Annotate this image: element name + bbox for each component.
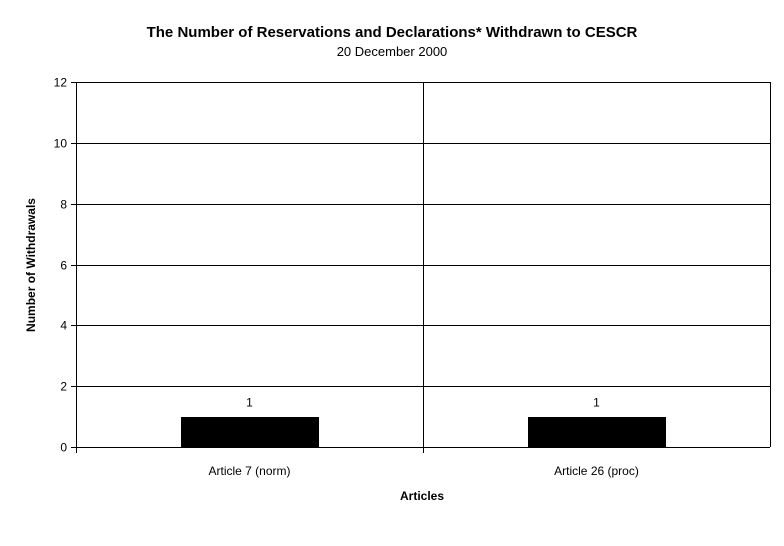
y-tick-label: 10 (54, 137, 68, 151)
y-tick-label: 0 (60, 441, 67, 455)
chart-title: The Number of Reservations and Declarati… (147, 24, 638, 41)
y-tick-labels: 0 2 4 6 8 10 12 (54, 76, 68, 455)
axes (71, 82, 770, 453)
gridlines (76, 82, 771, 453)
chart-subtitle: 20 December 2000 (337, 44, 448, 59)
y-tick-label: 12 (54, 76, 68, 90)
bar (181, 417, 319, 447)
y-tick-label: 8 (60, 198, 67, 212)
y-tick-label: 6 (60, 259, 67, 273)
bar (528, 417, 666, 447)
x-axis-label: Articles (400, 489, 444, 503)
y-axis-label: Number of Withdrawals (24, 198, 38, 332)
bar-value-label: 1 (246, 396, 253, 410)
bar-value-label: 1 (593, 396, 600, 410)
bars (181, 417, 666, 447)
y-tick-label: 4 (60, 319, 67, 333)
x-tick-label: Article 26 (proc) (554, 464, 639, 478)
x-tick-labels: Article 7 (norm) Article 26 (proc) (208, 464, 638, 478)
y-tick-label: 2 (60, 380, 67, 394)
x-tick-label: Article 7 (norm) (208, 464, 290, 478)
